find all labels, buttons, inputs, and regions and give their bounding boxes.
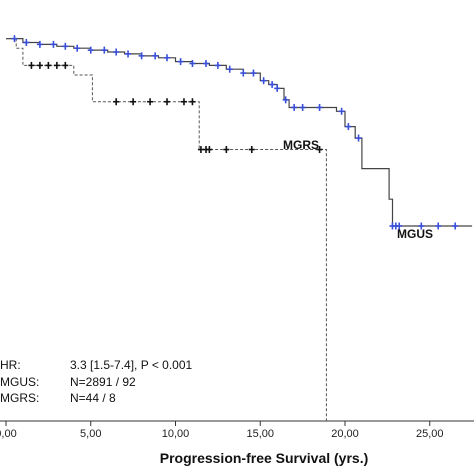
censor-mark-mgus: [240, 69, 247, 77]
censor-mark-mgus: [291, 103, 298, 111]
censor-mark-mgus: [299, 103, 306, 111]
censor-mark-mgus: [274, 84, 281, 92]
mgus-stat-value: N=2891 / 92: [70, 375, 136, 389]
censor-mark-mgus: [338, 107, 345, 115]
censor-mark-mgus: [11, 35, 18, 43]
censor-mark-mgrs: [28, 61, 35, 69]
censor-mark-mgus: [74, 44, 81, 52]
hr-value: 3.3 [1.5-7.4], P < 0.001: [70, 358, 193, 372]
censor-mark-mgus: [50, 40, 57, 48]
censor-mark-mgus: [345, 123, 352, 131]
censor-mark-mgrs: [223, 146, 230, 154]
censor-mark-mgus: [452, 222, 459, 230]
censor-mark-mgus: [282, 96, 289, 104]
x-axis-tick-labels: 0,00 5,00 10,00 15,00 20,00 25,00: [0, 428, 444, 440]
x-tick-label: 0,00: [0, 428, 17, 440]
x-tick-label: 20,00: [331, 428, 359, 440]
censor-mark-mgrs: [147, 98, 154, 106]
censor-mark-mgus: [36, 40, 43, 48]
x-axis-ticks: [5, 421, 431, 426]
censor-mark-mgus: [396, 222, 403, 230]
censor-mark-mgus: [418, 222, 425, 230]
censor-mark-mgus: [260, 77, 267, 85]
censor-mark-mgus: [177, 58, 184, 66]
censor-mark-mgrs: [45, 61, 52, 69]
series-label-mgrs: MGRS: [283, 138, 319, 152]
x-axis-title: Progression-free Survival (yrs.): [160, 450, 369, 466]
x-tick-label: 25,00: [416, 428, 444, 440]
censor-mark-mgrs: [130, 98, 137, 106]
censor-mark-mgus: [269, 81, 276, 89]
censor-mark-mgus: [250, 69, 257, 77]
censor-mark-mgus: [125, 50, 132, 58]
censor-mark-mgus: [355, 134, 362, 142]
censor-mark-mgrs: [164, 98, 171, 106]
series-line-mgus: [6, 38, 473, 227]
censor-mark-mgrs: [206, 146, 213, 154]
censor-mark-mgus: [87, 46, 94, 54]
censor-mark-mgrs: [180, 98, 187, 106]
censor-mark-mgrs: [36, 61, 43, 69]
censor-mark-mgus: [113, 48, 120, 56]
censor-mark-mgus: [164, 54, 171, 62]
censor-mark-mgus: [152, 52, 159, 60]
censor-mark-mgus: [189, 60, 196, 67]
censor-mark-mgrs: [53, 61, 60, 69]
x-tick-label: 15,00: [246, 428, 274, 440]
censor-mark-mgus: [435, 222, 442, 230]
censor-mark-mgus: [214, 61, 221, 69]
censor-mark-mgrs: [316, 146, 323, 154]
hr-label: HR:: [0, 358, 21, 372]
mgus-stat-label: MGUS:: [0, 375, 39, 389]
censor-mark-mgrs: [248, 146, 255, 154]
mgrs-stat-label: MGRS:: [0, 391, 39, 405]
censor-mark-mgus: [23, 38, 30, 46]
mgrs-stat-value: N=44 / 8: [70, 391, 116, 405]
censor-mark-mgrs: [197, 146, 204, 154]
censor-mark-mgus: [226, 65, 233, 73]
x-tick-label: 5,00: [80, 428, 101, 440]
x-tick-label: 10,00: [162, 428, 190, 440]
censor-mark-mgus: [316, 103, 323, 111]
censor-mark-mgus: [138, 52, 145, 60]
censor-mark-mgrs: [62, 61, 69, 69]
series-label-mgus: MGUS: [397, 227, 433, 241]
censor-mark-mgrs: [189, 98, 196, 106]
censor-mark-mgus: [101, 46, 108, 54]
censor-mark-mgus: [203, 60, 210, 67]
censor-mark-mgus: [62, 42, 69, 50]
stats-annotations: HR: 3.3 [1.5-7.4], P < 0.001 MGUS: N=289…: [0, 358, 193, 405]
censor-marks: [11, 35, 459, 230]
censor-mark-mgrs: [113, 98, 120, 106]
